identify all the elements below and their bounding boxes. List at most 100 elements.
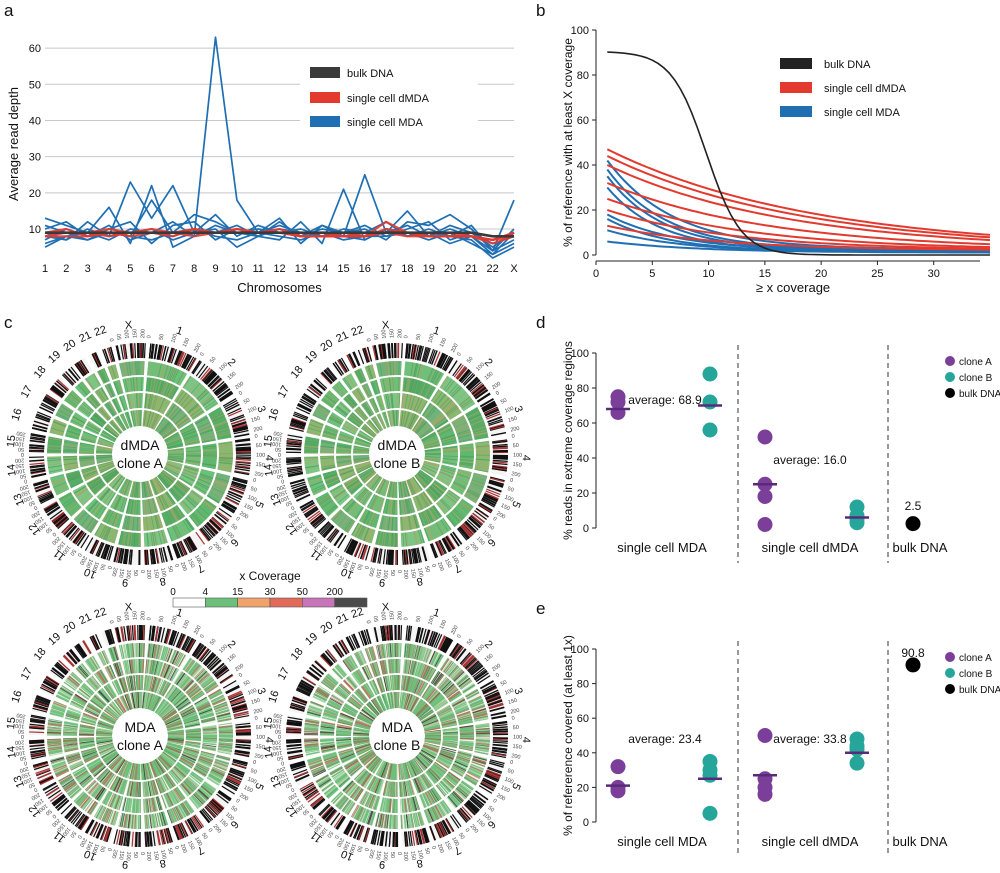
- scale-label: 100: [256, 453, 265, 459]
- ideogram-band: [228, 490, 243, 498]
- coverage-tick: [414, 363, 419, 378]
- ideogram-band: [72, 530, 83, 544]
- coverage-tick: [184, 497, 196, 508]
- ideogram-band: [488, 480, 504, 487]
- coverage-tick: [192, 512, 203, 524]
- coverage-track: [85, 373, 101, 391]
- coverage-tick: [107, 492, 116, 506]
- scale-label: 50: [158, 615, 165, 622]
- coverage-tick: [433, 391, 443, 404]
- legend-label: single cell MDA: [347, 117, 423, 129]
- coverage-tick: [80, 382, 91, 394]
- legend-label: bulk DNA: [824, 59, 871, 71]
- coverage-tick: [166, 438, 182, 445]
- coverage-tick: [447, 407, 459, 417]
- dmda-curve: [606, 148, 991, 236]
- coverage-tick: [149, 394, 154, 410]
- chromosome-label: 10: [82, 565, 98, 581]
- coverage-tick: [445, 380, 455, 392]
- ideogram-band: [43, 397, 58, 407]
- scale-label: 0: [511, 434, 515, 440]
- coverage-tick: [435, 420, 449, 429]
- coverage-tick: [99, 464, 115, 473]
- coverage-tick: [183, 397, 194, 409]
- coverage-tick: [181, 501, 191, 513]
- scale-label: 0: [207, 546, 214, 552]
- coverage-tick: [57, 409, 71, 417]
- coverage-tick: [173, 525, 180, 539]
- coverage-tick: [205, 402, 218, 411]
- scale-label: 100: [159, 567, 167, 577]
- coverage-tick: [79, 442, 95, 447]
- ideogram-band: [174, 350, 182, 366]
- coverage-tick: [466, 490, 480, 499]
- scale-label: 150: [15, 462, 25, 469]
- coverage-tick: [142, 481, 146, 498]
- coverage-tick: [84, 378, 94, 391]
- ideogram-band: [29, 446, 45, 449]
- coverage-tick: [451, 386, 462, 398]
- coverage-tick: [163, 468, 178, 478]
- coverage-tick: [438, 427, 453, 435]
- coverage-tick: [143, 410, 147, 427]
- coverage-tick: [127, 394, 132, 409]
- scale-label: 100: [513, 453, 522, 459]
- coverage-tick: [81, 465, 96, 471]
- coverage-tick: [171, 486, 183, 499]
- chromosome-label: 3: [254, 686, 267, 696]
- coverage-tick: [98, 408, 110, 421]
- coverage-tick: [443, 402, 455, 413]
- coverage-tick: [51, 478, 65, 484]
- ideogram-band: [412, 344, 417, 360]
- coverage-tick: [187, 403, 199, 413]
- chromosome-label: 14: [5, 463, 18, 477]
- ideogram-band: [187, 357, 196, 372]
- coverage-tick: [183, 469, 198, 476]
- coverage-tick: [421, 434, 437, 442]
- coverage-tick: [465, 408, 479, 416]
- ideogram-band: [120, 344, 125, 360]
- scale-label: 0: [430, 563, 437, 568]
- coverage-tick: [201, 437, 216, 442]
- coverage-tick: [190, 382, 201, 394]
- coverage-tick: [436, 394, 447, 406]
- coverage-tick: [167, 457, 184, 461]
- ideogram-band: [29, 439, 45, 443]
- coverage-tick: [214, 478, 229, 484]
- coverage-tick: [88, 478, 102, 488]
- ideogram-band: [410, 344, 414, 360]
- coverage-tick: [153, 415, 163, 430]
- coverage-tick: [135, 361, 137, 376]
- coverage-tick: [424, 384, 432, 398]
- coverage-tick: [99, 437, 115, 444]
- coverage-tick: [431, 414, 444, 425]
- scale-label: 50: [209, 638, 218, 647]
- coverage-tick: [99, 488, 111, 501]
- ideogram-band: [181, 354, 190, 369]
- coverage-tick: [456, 473, 471, 479]
- coverage-track: [96, 486, 116, 506]
- chromosome-label: 8: [416, 575, 424, 588]
- coverage-tick: [210, 412, 224, 420]
- coverage-tick: [413, 362, 417, 377]
- coverage-tick: [423, 440, 440, 446]
- coverage-tick: [415, 421, 427, 434]
- coverage-tick: [127, 532, 131, 547]
- ideogram-band: [70, 366, 81, 380]
- coverage-tick: [52, 420, 67, 427]
- coverage-tick: [167, 527, 173, 542]
- chromosome-label: 3: [511, 404, 524, 414]
- circos-plot: 0 50 100 1502001050100150200205010015020030…: [262, 319, 532, 588]
- ideogram-band: [235, 447, 251, 450]
- ideogram-band: [416, 345, 421, 361]
- coverage-tick: [167, 458, 184, 463]
- coverage-tick: [119, 497, 126, 512]
- scale-label: 200: [234, 381, 245, 391]
- coverage-tick: [458, 464, 473, 468]
- coverage-tick: [168, 367, 175, 381]
- scale-label: 50: [256, 443, 262, 449]
- chromosome-label: 4: [263, 455, 275, 461]
- ideogram-band: [483, 404, 498, 413]
- ideogram-band: [207, 375, 220, 387]
- scale-label: 150: [255, 462, 265, 469]
